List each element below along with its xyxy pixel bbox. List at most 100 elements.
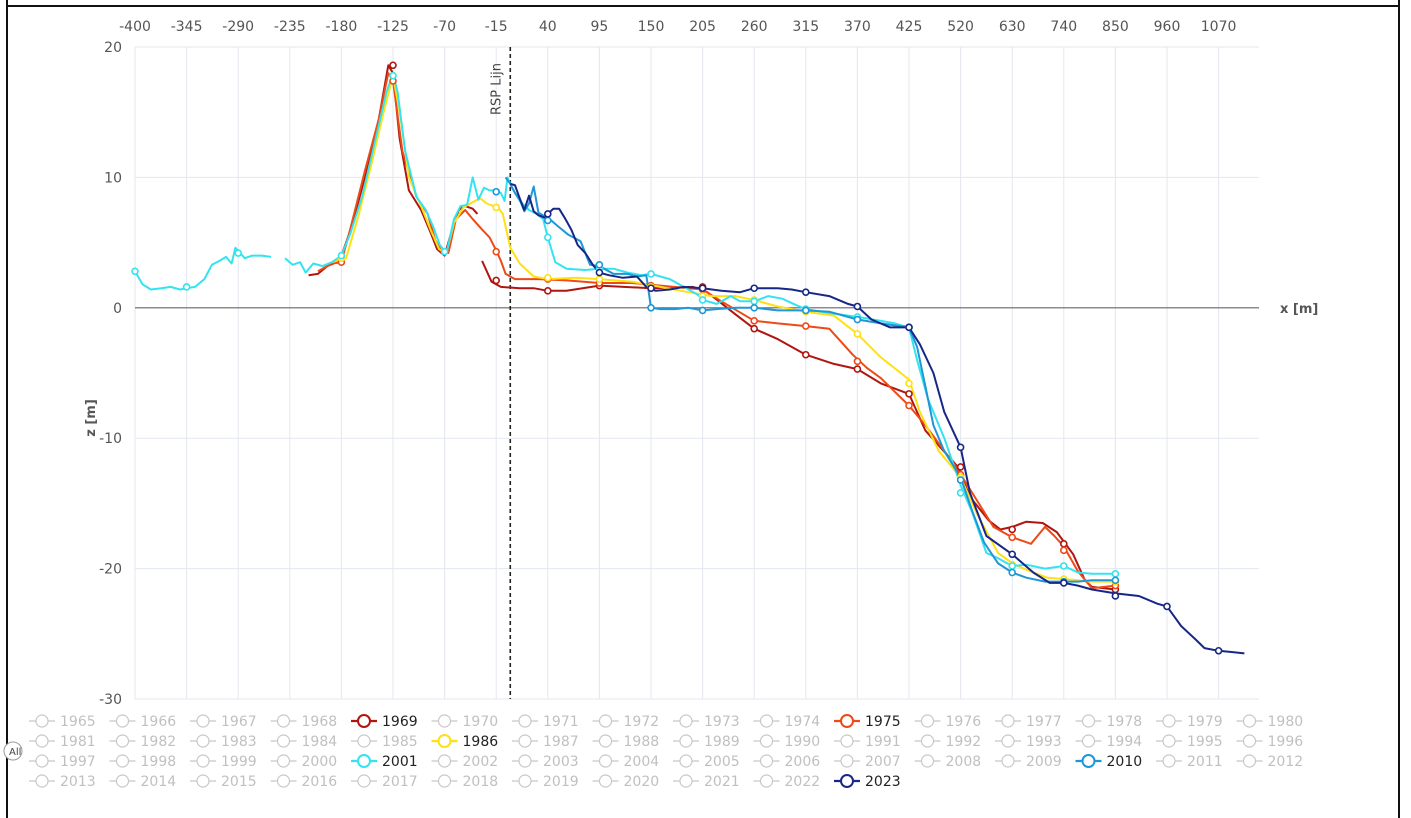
marker-2001 [647,270,655,278]
marker-2010 [647,303,655,312]
legend-item-1979[interactable]: 1979 [1156,714,1223,730]
legend-all-button[interactable]: All [3,741,23,761]
legend-label: 2012 [1268,754,1304,770]
legend-item-1976[interactable]: 1976 [914,714,982,730]
legend-item-1975[interactable]: 1975 [834,714,901,730]
marker-2010 [595,260,604,269]
legend-label: 2002 [463,754,499,770]
legend-symbol-marker [759,714,774,728]
legend-item-1981[interactable]: 1981 [29,734,96,750]
legend-item-2000[interactable]: 2000 [270,754,338,770]
legend-symbol-marker [1081,754,1096,768]
legend-item-1971[interactable]: 1971 [512,714,579,730]
legend-item-2017[interactable]: 2017 [351,774,418,790]
legend-item-1991[interactable]: 1991 [834,734,901,750]
legend-item-1974[interactable]: 1974 [753,714,821,730]
legend-item-1997[interactable]: 1997 [29,754,96,770]
marker-1969 [853,365,862,373]
legend-label: 1993 [1026,734,1062,750]
legend-item-1983[interactable]: 1983 [190,734,257,750]
legend-item-1966[interactable]: 1966 [109,714,177,730]
legend-label: 2015 [221,774,257,790]
y-tick-label: 20 [104,40,122,56]
legend-item-2010[interactable]: 2010 [1075,754,1143,770]
legend-item-1967[interactable]: 1967 [190,714,257,730]
legend-symbol-marker [115,754,130,768]
legend-item-1973[interactable]: 1973 [673,714,740,730]
legend-item-2002[interactable]: 2002 [431,754,499,770]
legend-symbol-marker [115,774,130,788]
marker-2023 [1214,646,1223,655]
legend-label: 2023 [865,774,901,790]
legend-item-2001[interactable]: 2001 [351,754,418,770]
legend-item-1989[interactable]: 1989 [673,734,740,750]
legend-symbol-marker [679,754,693,768]
x-tick-label: 95 [590,19,608,35]
legend-item-2013[interactable]: 2013 [29,774,96,790]
legend-item-2018[interactable]: 2018 [431,774,499,790]
legend-item-2005[interactable]: 2005 [673,754,740,770]
legend-item-2021[interactable]: 2021 [673,774,740,790]
legend-item-2012[interactable]: 2012 [1236,754,1304,770]
legend-item-1965[interactable]: 1965 [29,714,96,730]
marker-2001 [234,249,242,257]
marker-2001 [750,297,759,306]
legend-item-2023[interactable]: 2023 [834,774,901,790]
legend-item-1982[interactable]: 1982 [109,734,177,750]
legend: 1965 1966 1967 1968 1969 1970 1971 1972 1973 1974… [3,714,1304,790]
marker-2001 [389,71,397,80]
legend-item-1978[interactable]: 1978 [1075,714,1143,730]
legend-label: 2009 [1026,754,1062,770]
legend-symbol-marker [1081,734,1096,748]
legend-item-2006[interactable]: 2006 [753,754,821,770]
legend-symbol-marker [437,754,452,768]
legend-item-1990[interactable]: 1990 [753,734,821,750]
legend-symbol-marker [357,734,371,748]
legend-item-1987[interactable]: 1987 [512,734,579,750]
legend-label: 1966 [141,714,177,730]
legend-item-2019[interactable]: 2019 [512,774,579,790]
x-tick-label: 260 [741,19,768,35]
legend-symbol-marker [840,774,854,788]
legend-item-2016[interactable]: 2016 [270,774,338,790]
legend-item-1984[interactable]: 1984 [270,734,338,750]
legend-item-1970[interactable]: 1970 [431,714,499,730]
legend-item-2011[interactable]: 2011 [1156,754,1223,770]
x-tick-label: 150 [638,19,665,35]
legend-item-2009[interactable]: 2009 [995,754,1062,770]
legend-item-1996[interactable]: 1996 [1236,734,1304,750]
legend-symbol-marker [196,714,210,728]
legend-item-1988[interactable]: 1988 [592,734,660,750]
legend-item-1999[interactable]: 1999 [190,754,257,770]
legend-item-2004[interactable]: 2004 [592,754,660,770]
legend-item-2014[interactable]: 2014 [109,774,177,790]
legend-item-1985[interactable]: 1985 [351,734,418,750]
legend-item-1969[interactable]: 1969 [351,714,418,730]
marker-2001 [698,296,707,304]
legend-item-2008[interactable]: 2008 [914,754,982,770]
legend-item-1968[interactable]: 1968 [270,714,338,730]
legend-label: 2010 [1107,754,1143,770]
legend-item-2007[interactable]: 2007 [834,754,901,770]
legend-item-1995[interactable]: 1995 [1156,734,1223,750]
marker-2010 [750,303,759,312]
legend-item-2015[interactable]: 2015 [190,774,257,790]
y-tick-label: -10 [99,431,122,447]
legend-item-1992[interactable]: 1992 [914,734,982,750]
legend-item-2022[interactable]: 2022 [753,774,821,790]
legend-item-1977[interactable]: 1977 [995,714,1062,730]
legend-item-1998[interactable]: 1998 [109,754,177,770]
legend-item-2020[interactable]: 2020 [592,774,660,790]
legend-item-1993[interactable]: 1993 [995,734,1062,750]
legend-label: 1987 [543,734,579,750]
legend-item-1972[interactable]: 1972 [592,714,660,730]
legend-symbol-marker [35,754,49,768]
legend-symbol-marker [840,754,854,768]
legend-label: 1992 [946,734,982,750]
legend-item-1980[interactable]: 1980 [1236,714,1304,730]
x-tick-label: -15 [485,19,508,35]
legend-item-1986[interactable]: 1986 [431,734,499,750]
legend-item-2003[interactable]: 2003 [512,754,579,770]
legend-label: 2005 [704,754,740,770]
legend-item-1994[interactable]: 1994 [1075,734,1143,750]
